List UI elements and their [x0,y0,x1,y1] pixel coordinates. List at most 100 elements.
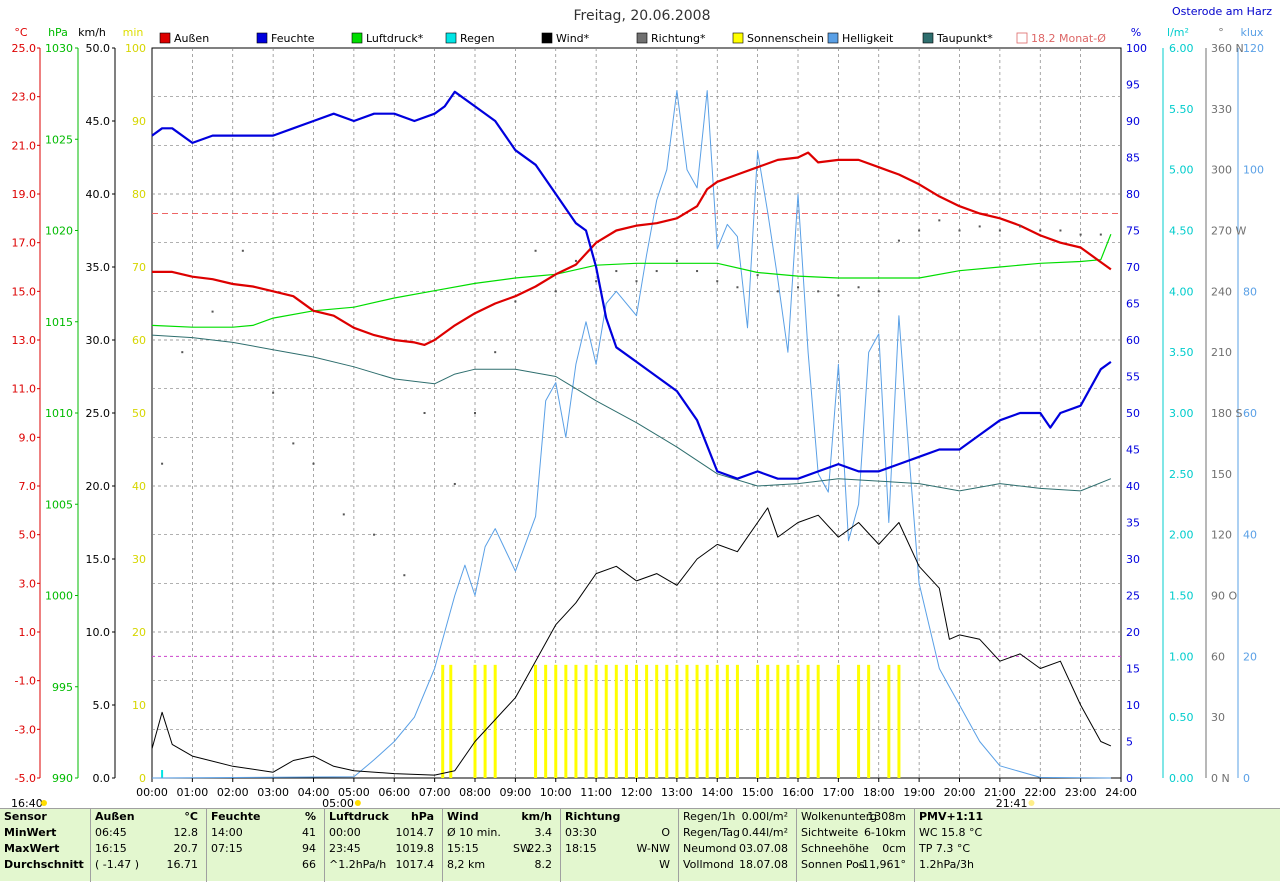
taupunkt-value: TP 7.3 °C [919,842,971,855]
temp-tick-label: 1.0 [19,626,37,639]
pressure-tick-label: 1000 [45,590,73,603]
direction-point [534,249,537,252]
wind-title: Wind [447,810,479,823]
direction-point [181,351,184,354]
direction-point [978,225,981,228]
wind-tick-label: 10.0 [86,626,111,639]
regen-1h-label: Regen/1h [683,810,736,823]
pressure-tick-label: 1015 [45,316,73,329]
richtung-min-time: 03:30 [565,826,597,839]
humidity-tick-label: 40 [1126,480,1140,493]
richtung-title: Richtung [565,810,621,823]
temperature-line [152,151,1112,346]
direction-point [423,412,426,414]
luftdruck-min-time: 00:00 [329,826,361,839]
weather-chart: Freitag, 20.06.2008 Osterode am Harz Auß… [11,5,1272,808]
right-axes: 1009590858075706560555045403530252015105… [1126,42,1264,785]
sun-tick-label: 90 [132,115,146,128]
summary-pmv: PMV+1:11 WC 15.8 °C TP 7.3 °C 1.2hPa/3h [914,809,1280,882]
regen-tag-label: Regen/Tag [683,826,740,839]
luftdruck-avg-note: ^1.2hPa/h [329,858,387,871]
direction-point [918,229,921,232]
luftdruck-avg: 1017.4 [395,858,435,871]
legend-swatch [159,32,171,44]
wind-tick-label: 35.0 [86,261,111,274]
x-tick-label: 07:00 [419,786,451,799]
wind-tick-label: 0.0 [93,772,111,785]
temp-tick-label: 9.0 [19,431,37,444]
rain-tick-label: 0.00 [1169,772,1194,785]
direction-point [595,280,598,283]
direction-point [373,533,376,536]
wolken-label: Wolkenunterg [801,810,878,823]
x-axis: 00:00 01:00 02:00 03:00 04:00 05:00 06:00 07:00… [11,778,1137,808]
grid [151,47,1122,779]
temp-tick-label: 19.0 [12,188,37,201]
x-tick-label: 15:00 [742,786,774,799]
temp-tick-label: -3.0 [15,723,36,736]
sunshine-bar [735,664,739,778]
x-tick-label: 19:00 [903,786,935,799]
pressure-tick-label: 1010 [45,407,73,420]
feuchte-min: 41 [302,826,316,839]
label-max: MaxWert [4,842,60,855]
richtung-min-value: O [661,826,670,839]
sunshine-bar [614,664,618,778]
rain-tick-label: 5.00 [1169,164,1194,177]
sunshine-bar [554,664,558,778]
wind-avg-label: Ø 10 min. [447,826,501,839]
brightness-tick-label: 120 [1243,42,1264,55]
direction-tick-label: 120 [1211,529,1232,542]
direction-tick-label: 240 [1211,285,1232,298]
summary-wind: Wind km/h Ø 10 min. 3.4 15:15 SW 22.3 8,2 km… [442,809,560,882]
label-avg: Durchschnitt [4,858,84,871]
sunshine-bar [675,664,679,778]
sunshine-bar [766,664,770,778]
pressure-tick-label: 1020 [45,225,73,238]
direction-point [635,280,638,283]
sunset-marker [1028,800,1035,806]
rain-tick-label: 2.50 [1169,468,1194,481]
x-tick-label: 02:00 [217,786,249,799]
humidity-tick-label: 0 [1126,772,1133,785]
neumond-label: Neumond [683,842,737,855]
sunshine-bar [806,664,810,778]
rain-tick-label: 2.00 [1169,529,1194,542]
direction-point [1019,225,1022,228]
wind-line [151,507,1112,776]
sunshine-bar [604,664,608,778]
humidity-tick-label: 10 [1126,699,1140,712]
sunshine-bar [786,664,790,778]
brightness-tick-label: 60 [1243,407,1257,420]
luftdruck-title: Luftdruck [329,810,389,823]
x-tick-label: 14:00 [701,786,733,799]
aussen-min: 12.8 [173,826,199,839]
humidity-tick-label: 80 [1126,188,1140,201]
brightness-line [151,90,1111,779]
summary-table: Sensor MinWert MaxWert Durchschnitt Auße… [0,808,1280,882]
legend-label: Außen [174,32,209,45]
regen-tag-value: 0.44l/m² [741,826,788,839]
pressure-line [151,233,1112,328]
sunshine-bar [493,664,497,778]
summary-regen: Regen/1h 0.00l/m² Regen/Tag 0.44l/m² Neumo… [678,809,796,882]
direction-point [161,462,164,465]
direction-point [877,290,880,293]
sunshine-bar [796,664,800,778]
humidity-tick-label: 50 [1126,407,1140,420]
regen-1h-value: 0.00l/m² [741,810,788,823]
aussen-title: Außen [95,810,135,823]
temp-tick-label: -1.0 [15,675,36,688]
richtung-avg-value: W [659,858,670,871]
direction-point [312,462,315,465]
legend-label: Taupunkt* [936,32,993,45]
direction-point [403,574,406,577]
humidity-tick-label: 20 [1126,626,1140,639]
direction-point [797,286,799,289]
sunshine-bar [897,664,901,778]
direction-point [1059,229,1062,232]
direction-point [897,239,900,242]
temp-tick-label: -5.0 [15,772,36,785]
brightness-tick-label: 100 [1243,164,1264,177]
aussen-avg-note: ( -1.47 ) [95,858,140,871]
